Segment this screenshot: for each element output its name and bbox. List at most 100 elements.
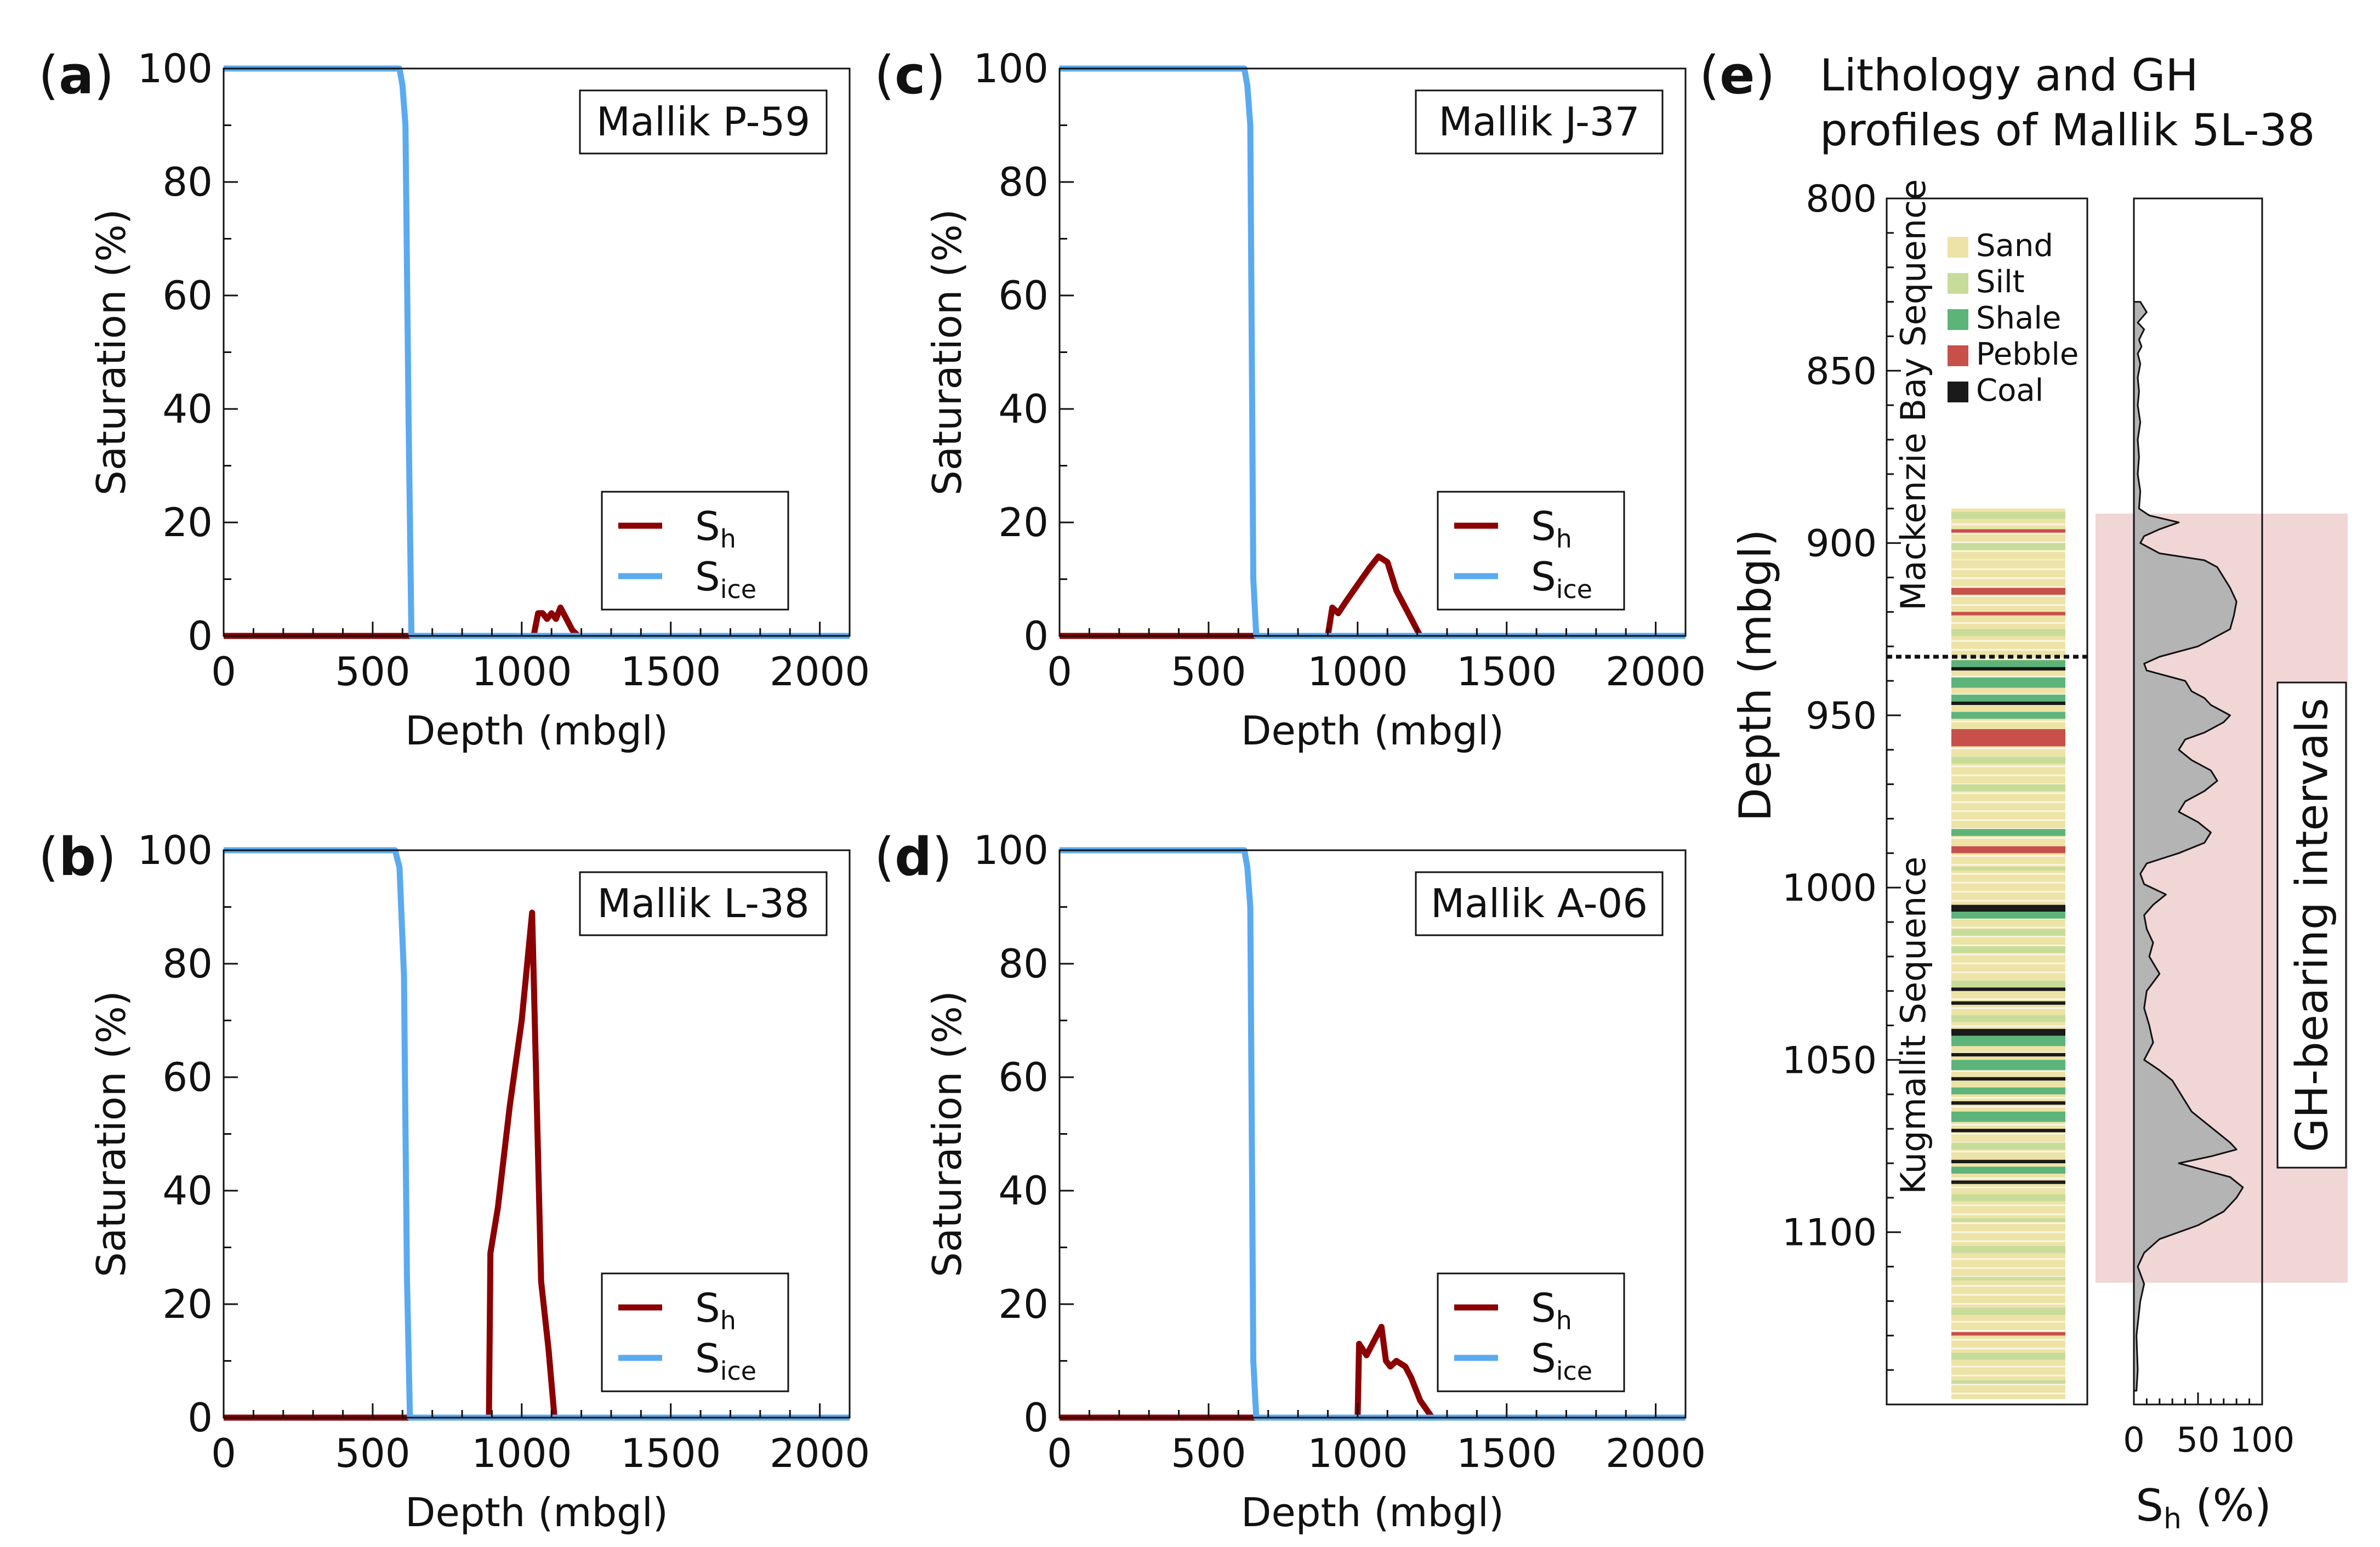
y-tick-label-c: 100 — [973, 46, 1049, 92]
sh-profile: 0 50 100 Sh (%) GH-bearing intervals — [2123, 197, 2347, 1535]
bed-coal — [1951, 987, 2065, 991]
legend-swatch-coal — [1948, 382, 1968, 402]
x-tick-label-c: 2000 — [1605, 649, 1706, 695]
legend-label-sh-d: Sh — [1531, 1285, 1572, 1335]
x-tick-label-a: 1500 — [620, 649, 721, 695]
series-line-sh-d — [1060, 1323, 1686, 1421]
bed-silt — [1951, 1352, 2065, 1360]
bed-shale — [1951, 712, 2065, 719]
bed-silt — [1951, 784, 2065, 792]
panel-label-b: (b) — [38, 827, 116, 888]
x-tick-label-a: 1000 — [471, 649, 572, 695]
x-tick-label-d: 2000 — [1605, 1430, 1706, 1476]
well-name-box-b — [579, 871, 828, 936]
y-tick-label-d: 40 — [998, 1168, 1049, 1214]
y-tick-label-a: 100 — [138, 46, 213, 92]
bed-pebble — [1951, 612, 2065, 616]
x-tick-label-b: 1000 — [471, 1430, 572, 1476]
bed-coal — [1951, 905, 2065, 912]
y-tick-label-d: 60 — [998, 1054, 1049, 1100]
bed-sand — [1951, 560, 2065, 564]
series-line-sh-a — [224, 604, 850, 639]
legend-swatch-shale — [1948, 309, 1968, 330]
profile-x-tick-label: 100 — [2230, 1420, 2294, 1460]
sh-profile-area — [2133, 301, 2244, 1392]
bed-shale — [1951, 1087, 2065, 1095]
legend-label-shale: Shale — [1976, 300, 2061, 336]
litho-y-tick-label: 800 — [1806, 178, 1877, 221]
bed-shale — [1951, 677, 2065, 688]
bed-coal — [1951, 1053, 2065, 1057]
panel-label-a: (a) — [38, 46, 114, 106]
bed-silt — [1951, 929, 2065, 936]
panel-b: 0 500 1000 1500 2000 0 20 40 60 80 100 Depth (mbgl)… — [38, 827, 870, 1535]
x-tick-label-b: 1500 — [620, 1430, 721, 1476]
y-tick-label-a: 40 — [162, 386, 213, 432]
bed-silt — [1951, 1218, 2065, 1222]
x-axis-label-c: Depth (mbgl) — [1241, 708, 1504, 754]
legend-swatch-silt — [1948, 273, 1968, 294]
y-tick-label-d: 100 — [973, 827, 1049, 873]
well-name-box-c — [1415, 89, 1664, 155]
bed-silt — [1951, 1194, 2065, 1202]
legend-box-a — [601, 491, 789, 611]
bed-shale — [1951, 660, 2065, 667]
bed-coal — [1951, 1180, 2065, 1184]
bed-shale — [1951, 1060, 2065, 1071]
y-tick-label-d: 20 — [998, 1281, 1049, 1327]
legend-label-sh-a: Sh — [695, 503, 736, 554]
y-tick-label-b: 100 — [138, 827, 213, 873]
y-axis-label-b: Saturation (%) — [88, 991, 134, 1277]
x-tick-label-b: 2000 — [770, 1430, 870, 1476]
x-tick-label-d: 0 — [1047, 1430, 1072, 1476]
legend-swatch-pebble — [1948, 345, 1968, 366]
y-tick-label-c: 80 — [998, 159, 1049, 205]
x-tick-label-a: 2000 — [770, 649, 870, 695]
y-tick-label-c: 40 — [998, 386, 1049, 432]
legend-box-d — [1437, 1272, 1625, 1392]
x-tick-label-b: 0 — [211, 1430, 236, 1476]
y-tick-label-a: 60 — [162, 272, 213, 318]
litho-y-tick-label: 1100 — [1782, 1212, 1877, 1255]
x-tick-label-b: 500 — [335, 1430, 410, 1476]
y-tick-label-b: 0 — [187, 1395, 213, 1441]
bed-shale — [1951, 695, 2065, 702]
bed-shale — [1951, 1111, 2065, 1122]
bed-silt — [1951, 1015, 2065, 1022]
legend-box-c — [1437, 491, 1625, 611]
well-name-c: Mallik J-37 — [1438, 99, 1639, 145]
x-tick-label-d: 1000 — [1307, 1430, 1408, 1476]
gh-band-label: GH-bearing intervals — [2287, 698, 2338, 1152]
profile-x-tick-label: 0 — [2123, 1420, 2144, 1460]
y-tick-label-b: 20 — [162, 1281, 213, 1327]
y-tick-label-c: 20 — [998, 499, 1049, 545]
panel-a: 0 500 1000 1500 2000 0 20 40 60 80 100 Depth (mbgl)… — [38, 46, 870, 754]
well-name-b: Mallik L-38 — [597, 880, 809, 926]
legend-label-pebble: Pebble — [1976, 337, 2079, 372]
panel-d: 0 500 1000 1500 2000 0 20 40 60 80 100 Depth (mbgl)… — [874, 827, 1706, 1535]
x-tick-label-c: 500 — [1171, 649, 1246, 695]
x-tick-label-c: 0 — [1047, 649, 1072, 695]
bed-pebble — [1951, 529, 2065, 533]
bed-silt — [1951, 1308, 2065, 1315]
gh-label-box — [2276, 681, 2347, 1169]
litho-y-tick-label: 1000 — [1782, 867, 1877, 910]
profile-x-tick-label: 50 — [2177, 1420, 2220, 1460]
bed-coal — [1951, 667, 2065, 671]
bed-coal — [1951, 1159, 2065, 1163]
lithology-frame — [1886, 197, 2088, 1406]
x-tick-label-c: 1000 — [1307, 649, 1408, 695]
bed-shale — [1951, 1167, 2065, 1174]
y-tick-label-a: 80 — [162, 159, 213, 205]
y-axis-label-c: Saturation (%) — [924, 209, 970, 496]
legend-label-sand: Sand — [1976, 228, 2053, 264]
y-axis-label-a: Saturation (%) — [88, 209, 134, 496]
well-name-box-a — [579, 89, 828, 155]
litho-y-tick-label: 1050 — [1782, 1039, 1877, 1082]
litho-y-axis-label: Depth (mbgl) — [1730, 529, 1781, 821]
bed-coal — [1951, 1129, 2065, 1133]
x-tick-label-a: 0 — [211, 649, 236, 695]
bed-coal — [1951, 1077, 2065, 1081]
